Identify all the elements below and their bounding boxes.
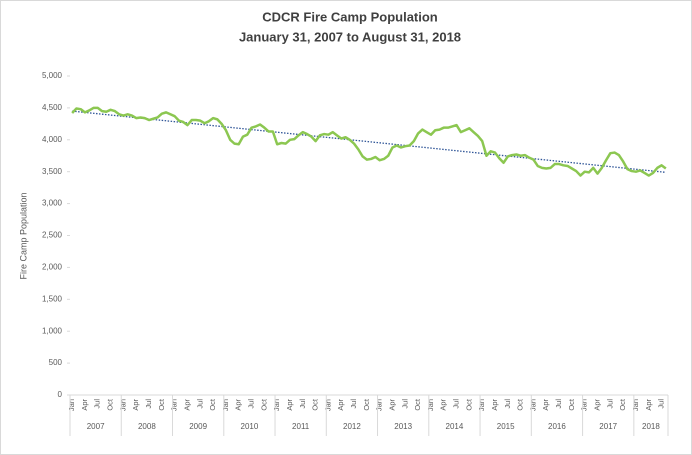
x-tick-label: Oct [413,398,422,411]
x-tick-label: Jan [67,399,76,411]
x-tick-label: Jan [323,399,332,411]
y-tick-label: 4,500 [42,103,63,112]
x-tick-label: Oct [464,398,473,411]
x-group-label: 2016 [548,422,566,431]
x-tick-label: Jul [93,399,102,409]
data-line [71,106,667,177]
x-group-label: 2013 [394,422,412,431]
x-tick-label: Jan [528,399,537,411]
y-tick-label: 2,500 [42,231,63,240]
x-tick-label: Jul [195,399,204,409]
y-axis-title: Fire Camp Population [18,192,28,279]
x-tick-label: Jan [426,399,435,411]
x-tick-label: Jul [298,399,307,409]
x-tick-label: Oct [311,398,320,411]
x-tick-label: Jan [118,399,127,411]
x-group-label: 2008 [138,422,156,431]
x-tick-label: Oct [567,398,576,411]
x-tick-label: Jul [247,399,256,409]
x-tick-label: Apr [131,398,140,410]
x-tick-label: Apr [387,398,396,410]
x-tick-label: Apr [541,398,550,410]
x-tick-label: Apr [439,398,448,410]
x-group-label: 2012 [343,422,361,431]
x-tick-label: Jul [503,399,512,409]
x-group-label: 2015 [497,422,515,431]
x-group-label: 2017 [599,422,617,431]
x-tick-label: Jul [144,399,153,409]
x-group-label: 2018 [642,422,660,431]
x-tick-label: Apr [490,398,499,410]
x-tick-label: Jan [375,399,384,411]
x-tick-label: Jul [452,399,461,409]
x-group-label: 2011 [292,422,310,431]
y-tick-label: 1,000 [42,326,63,335]
y-tick-label: 2,000 [42,263,63,272]
y-tick-label: 0 [58,390,63,399]
x-tick-label: Jan [631,399,640,411]
x-tick-label: Jul [554,399,563,409]
x-tick-label: Apr [593,398,602,410]
x-tick-label: Oct [208,398,217,411]
trendline [72,110,666,173]
x-tick-label: Jul [349,399,358,409]
x-group-label: 2007 [87,422,105,431]
chart-title: CDCR Fire Camp Population [262,9,438,24]
y-tick-label: 5,000 [42,71,63,80]
x-tick-label: Apr [285,398,294,410]
x-tick-label: Jan [272,399,281,411]
x-tick-label: Apr [644,398,653,410]
x-tick-label: Jan [477,399,486,411]
x-tick-label: Jul [657,399,666,409]
x-group-label: 2010 [241,422,259,431]
x-tick-label: Apr [234,398,243,410]
x-tick-label: Oct [362,398,371,411]
x-group-label: 2009 [189,422,207,431]
x-tick-label: Oct [157,398,166,411]
y-tick-label: 3,500 [42,167,63,176]
x-tick-label: Jan [580,399,589,411]
y-tick-label: 1,500 [42,294,63,303]
x-tick-label: Jul [605,399,614,409]
x-tick-label: Oct [106,398,115,411]
x-tick-label: Apr [336,398,345,410]
x-tick-label: Oct [259,398,268,411]
y-tick-label: 3,000 [42,199,63,208]
y-tick-label: 500 [49,358,63,367]
x-tick-label: Oct [618,398,627,411]
chart-subtitle: January 31, 2007 to August 31, 2018 [239,29,461,44]
x-group-label: 2014 [446,422,464,431]
x-tick-label: Oct [516,398,525,411]
x-tick-label: Jul [400,399,409,409]
x-tick-label: Jan [170,399,179,411]
x-tick-label: Apr [80,398,89,410]
x-tick-label: Jan [221,399,230,411]
y-tick-label: 4,000 [42,135,63,144]
x-tick-label: Apr [182,398,191,410]
